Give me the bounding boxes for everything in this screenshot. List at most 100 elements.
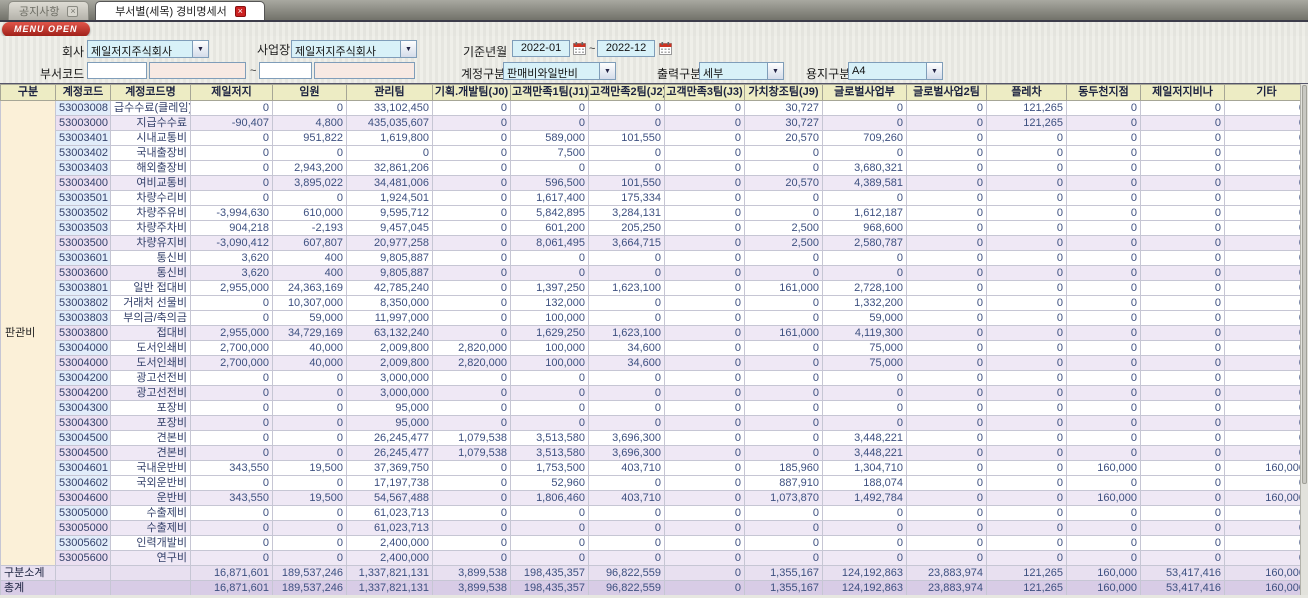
paper-type-select[interactable]: A4 ▼ [848, 62, 943, 80]
table-row[interactable]: 53004500 견본비 0 0 26,245,477 1,079,538 3,513,58… [0, 430, 1300, 446]
table-row[interactable]: 53003401 시내교통비 0 951,822 1,619,800 0 589,000 10… [0, 130, 1300, 146]
amount-cell: 610,000 [272, 205, 347, 221]
amount-cell: 951,822 [272, 130, 347, 146]
amount-cell: 0 [272, 100, 347, 116]
amount-cell: 0 [1066, 340, 1141, 356]
table-row[interactable]: 53003801 일반 접대비 2,955,000 24,363,169 42,785,… [0, 280, 1300, 296]
amount-cell: 2,580,787 [822, 235, 907, 251]
column-header[interactable]: 가치창조팀(J9) [744, 84, 823, 101]
amount-cell: 0 [1140, 175, 1225, 191]
table-row[interactable]: 53003500 차량유지비 -3,090,412 607,807 20,977,258… [0, 235, 1300, 251]
chevron-down-icon[interactable]: ▼ [599, 63, 615, 79]
column-header[interactable]: 관리팀 [346, 84, 433, 101]
amount-cell: 2,500 [744, 220, 823, 236]
tab-bar: 공지사항 × 부서별(세목) 경비명세서 × [0, 0, 1308, 22]
column-header[interactable]: 고객만족1팀(J1) [510, 84, 589, 101]
period-from-input[interactable]: 2022-01 [512, 40, 570, 57]
output-type-select[interactable]: 세부 ▼ [699, 62, 784, 80]
chevron-down-icon[interactable]: ▼ [767, 63, 783, 79]
calendar-icon[interactable] [659, 42, 672, 55]
column-header[interactable]: 계정코드 [55, 84, 111, 101]
period-to-input[interactable]: 2022-12 [597, 40, 655, 57]
table-row[interactable]: 53004602 국외운반비 0 0 17,197,738 0 52,960 0 0 887,91… [0, 475, 1300, 491]
amount-cell: 1,629,250 [510, 325, 589, 341]
vertical-scrollbar[interactable] [1300, 84, 1308, 595]
table-row[interactable]: 53004600 운반비 343,550 19,500 54,567,488 0 1,806… [0, 490, 1300, 506]
column-header[interactable]: 글로벌사업2팀 [906, 84, 987, 101]
amount-cell: 0 [664, 325, 745, 341]
amount-cell: 9,805,887 [346, 265, 433, 281]
total-row[interactable]: 총계 16,871,601 189,537,246 1,337,821,131 3,89… [0, 580, 1300, 595]
column-header[interactable]: 동두천지점 [1066, 84, 1141, 101]
table-row[interactable]: 53004000 도서인쇄비 2,700,000 40,000 2,009,800 2,8… [0, 340, 1300, 356]
calendar-icon[interactable] [573, 42, 586, 55]
amount-cell: 0 [1224, 265, 1300, 281]
column-header[interactable]: 계정코드명 [110, 84, 191, 101]
table-row[interactable]: 판관비 53003008 급수수료(클레임) 0 0 33,102,450 0 0 0 0 30,7… [0, 100, 1300, 566]
table-row[interactable]: 53003403 해외출장비 0 2,943,200 32,861,206 0 0 0 0 0 3,… [0, 160, 1300, 176]
table-row[interactable]: 53003400 여비교통비 0 3,895,022 34,481,006 0 596,50… [0, 175, 1300, 191]
column-header[interactable]: 제일저지 [190, 84, 273, 101]
chevron-down-icon[interactable]: ▼ [400, 41, 416, 57]
amount-cell: 0 [1224, 145, 1300, 161]
table-row[interactable]: 53003803 부의금/축의금 0 59,000 11,997,000 0 100,000… [0, 310, 1300, 326]
table-row[interactable]: 53003800 접대비 2,955,000 34,729,169 63,132,240… [0, 325, 1300, 341]
company-select[interactable]: 제일저지주식회사 ▼ [87, 40, 209, 58]
table-row[interactable]: 53003503 차량주차비 904,218 -2,193 9,457,045 0 601,… [0, 220, 1300, 236]
table-row[interactable]: 53004000 도서인쇄비 2,700,000 40,000 2,009,800 2,8… [0, 355, 1300, 371]
amount-cell: 0 [510, 400, 589, 416]
dept-name-from-input[interactable] [149, 62, 246, 79]
column-header[interactable]: 고객만족2팀(J2) [588, 84, 665, 101]
table-row[interactable]: 53003802 거래처 선물비 0 10,307,000 8,350,000 0 132,… [0, 295, 1300, 311]
amount-cell: 0 [906, 175, 987, 191]
column-header[interactable]: 임원 [272, 84, 347, 101]
dept-code-from-input[interactable] [87, 62, 147, 79]
column-header[interactable]: 고객만족3팀(J3) [664, 84, 745, 101]
site-select[interactable]: 제일저지주식회사 ▼ [291, 40, 417, 58]
column-header[interactable]: 구분 [0, 84, 56, 101]
table-row[interactable]: 53004601 국내운반비 343,550 19,500 37,369,750 0 1,7… [0, 460, 1300, 476]
amount-cell: 0 [744, 550, 823, 566]
amount-cell: 0 [822, 115, 907, 131]
column-header[interactable]: 제일저지비나 [1140, 84, 1225, 101]
column-header[interactable]: 글로벌사업부 [822, 84, 907, 101]
table-row[interactable]: 53003501 차량수리비 0 0 1,924,501 0 1,617,400 175,33… [0, 190, 1300, 206]
amount-cell: 205,250 [588, 220, 665, 236]
close-icon[interactable]: × [234, 5, 246, 17]
table-row[interactable]: 53003502 차량주유비 -3,994,630 610,000 9,595,712 0… [0, 205, 1300, 221]
chevron-down-icon[interactable]: ▼ [192, 41, 208, 57]
dept-name-to-input[interactable] [314, 62, 415, 79]
dept-code-to-input[interactable] [259, 62, 312, 79]
table-row[interactable]: 53004500 견본비 0 0 26,245,477 1,079,538 3,513,58… [0, 445, 1300, 461]
amount-cell: 0 [432, 535, 511, 551]
table-row[interactable]: 53003000 지급수수료 -90,407 4,800 435,035,607 0 0 0 0… [0, 115, 1300, 131]
expense-table: 구분 계정코드 계정코드명 제일저지 임원 관리팀 기획.개발팀(J0) 고객만족1팀(J1)… [0, 84, 1300, 595]
scrollbar-thumb[interactable] [1302, 85, 1307, 484]
account-name-cell: 급수수료(클레임) [110, 100, 191, 116]
column-header[interactable]: 기타 [1224, 84, 1300, 101]
account-type-select[interactable]: 판매비와일반비 ▼ [503, 62, 616, 80]
amount-cell: 3,696,300 [588, 445, 665, 461]
column-header[interactable]: 기획.개발팀(J0) [432, 84, 511, 101]
subtotal-row[interactable]: 구분소계 16,871,601 189,537,246 1,337,821,131 3,… [0, 565, 1300, 581]
amount-cell: 0 [190, 100, 273, 116]
account-name-cell: 수출제비 [110, 520, 191, 536]
chevron-down-icon[interactable]: ▼ [926, 63, 942, 79]
close-icon[interactable]: × [67, 5, 79, 17]
column-header[interactable]: 플레차 [986, 84, 1067, 101]
menu-open-button[interactable]: MENU OPEN [2, 22, 90, 37]
amount-cell: 0 [588, 115, 665, 131]
tab-expense-report[interactable]: 부서별(세목) 경비명세서 × [95, 1, 266, 20]
tab-notice[interactable]: 공지사항 × [8, 1, 90, 20]
